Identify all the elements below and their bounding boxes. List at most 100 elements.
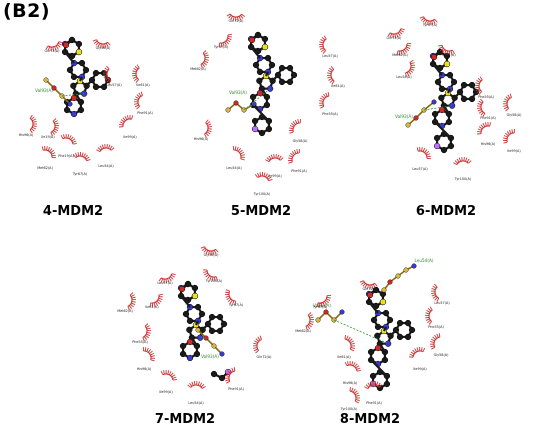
label8-res: Ile61(A) (337, 355, 351, 359)
label6-res: Tyr100(A) (454, 177, 472, 181)
res4-val93-atom (43, 77, 49, 83)
label4-res: Gly58(A) (96, 46, 112, 50)
lig6-sub-a-atom (443, 60, 451, 68)
label8-res: Gly58(A) (434, 353, 450, 357)
lig8-ring-d-atom (408, 326, 416, 334)
lig8-ring-d-atom (404, 319, 412, 327)
label5-res: Gln72(A) (229, 19, 245, 23)
lig5-ring-f-atom (265, 125, 273, 133)
lig6-ring-b-atom (434, 78, 442, 86)
contact4-11 (60, 133, 77, 145)
lig7-ring-d-atom (208, 313, 216, 321)
lig8-ring-c-atom (374, 332, 381, 339)
lig5-ring-c-atom (256, 77, 263, 84)
lig5-ring-e-atom (249, 93, 257, 101)
lig5-sub-b-atom (254, 31, 262, 39)
lig8-ring-b-atom (374, 323, 382, 331)
contact5-7 (265, 154, 284, 162)
lig7-ring-d-atom (216, 327, 224, 335)
label5-res: Tyr100(A) (253, 192, 271, 196)
lig5-ring-b-atom (252, 61, 260, 69)
lig8-ring-e-atom (374, 344, 382, 352)
lig6-link (434, 121, 452, 139)
lig8-ring-b-atom (382, 309, 390, 317)
lig5-ring-b-atom (264, 54, 272, 62)
contact5-11 (254, 171, 273, 182)
lig5-ring-a-atom (261, 35, 269, 43)
lig6-ring-e-atom (431, 110, 439, 118)
label8-res: Met62(A) (295, 329, 311, 333)
label8-res: His96(A) (343, 381, 358, 385)
lig5-ring-b-atom (268, 61, 276, 69)
res5-val93-atom (225, 107, 231, 113)
lig7-link (201, 323, 209, 331)
lig4-sub-b-atom (62, 41, 70, 49)
caption-7-mdm2: 7-MDM2 (154, 412, 216, 427)
hbond8 (333, 319, 389, 345)
res5-val93-atom (251, 101, 257, 107)
res8-leu54-atom (381, 287, 387, 293)
lig7-ring-e-atom (186, 338, 194, 346)
lig7-ring-c-atom (186, 326, 193, 333)
lig8-link (368, 301, 379, 314)
label5-res: Ile61(A) (331, 84, 345, 88)
label7-hbond-res: Gly58(A) (204, 253, 220, 257)
contact6-9 (453, 157, 472, 165)
lig4-link (85, 79, 93, 87)
res8-leu54-atom (395, 273, 401, 279)
lig8-ring-f-atom (383, 380, 391, 388)
contact7-7 (142, 346, 156, 362)
res5-val93-atom (233, 100, 239, 106)
caption-4-mdm2: 4-MDM2 (42, 204, 104, 219)
lig4-ring-d-atom (92, 69, 100, 77)
lig7-ring-d-atom (216, 313, 224, 321)
label6-res: Leu57(A) (412, 167, 428, 171)
lig7-cf3-atom (218, 374, 226, 382)
label4-res: Met62(A) (37, 166, 53, 170)
res7-val93-atom (195, 327, 201, 333)
contact6-7 (502, 128, 515, 144)
contact4-2 (103, 65, 112, 84)
label4-res: His96(A) (19, 133, 34, 137)
contact8-4 (431, 283, 440, 302)
lig5-ring-d-atom (286, 78, 294, 86)
lig4-ring-b-atom (66, 66, 74, 74)
label8-res: Tyr67(A) (312, 305, 328, 309)
lig7-link (180, 295, 191, 308)
lig7-ring-e-atom (179, 350, 187, 358)
lig8-link (370, 359, 388, 377)
lig7-ring-e-atom (179, 342, 187, 350)
contact8-6 (429, 333, 441, 350)
contact6-1 (419, 16, 438, 26)
label7-hbond-res: Tyr100(A) (205, 279, 223, 283)
contact7-0 (200, 246, 219, 256)
lig4-sub-a-atom (75, 48, 83, 56)
contact6-3 (438, 44, 455, 56)
res6-val93-atom (413, 115, 419, 121)
lig4-ring-e-atom (70, 110, 78, 118)
lig5-ring-f-atom (258, 129, 266, 137)
contact4-5 (119, 114, 134, 128)
contact7-6 (142, 323, 152, 342)
contact6-11 (477, 98, 486, 117)
lig5-ring-d-atom (290, 71, 298, 79)
label7-hbond-res: Phe55(A) (132, 340, 148, 344)
contact7-5 (252, 335, 262, 354)
lig4-ring-d-atom (92, 83, 100, 91)
label4-res: Ile19(A) (41, 135, 55, 139)
lig7-ring-b-atom (186, 317, 194, 325)
lig6-ring-d-atom (468, 81, 476, 89)
lig7-link (195, 320, 199, 326)
label6-hbond: Val93(A) (395, 114, 413, 119)
lig8-sub-b-atom (366, 291, 374, 299)
label7-hbond-res: Leu57(A) (157, 281, 173, 285)
lig7-ring-a-atom (191, 284, 199, 292)
label6-res: Met62(A) (392, 53, 408, 57)
contact5-0 (226, 13, 246, 22)
lig6-link (442, 105, 450, 115)
lig6-ring-c-atom (438, 94, 445, 101)
lig7-ring-c-atom (196, 334, 204, 341)
lig4-ring-e-atom (63, 106, 71, 114)
lig4-sub-b-atom (68, 36, 76, 44)
res8-val93-atom (315, 317, 321, 323)
